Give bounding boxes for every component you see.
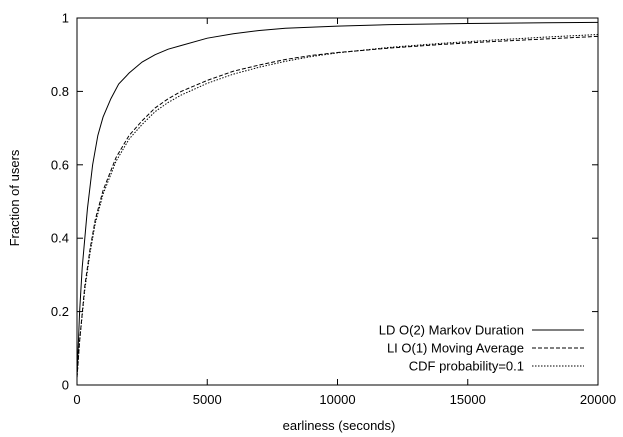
y-tick-label: 0.8 <box>51 84 69 99</box>
x-tick-label: 0 <box>73 392 80 407</box>
y-tick-label: 0.4 <box>51 231 69 246</box>
ticks-layer: 0 5000 10000 15000 20000 0 0.2 0.4 0.6 0.8 1 <box>51 11 616 408</box>
x-tick-label: 5000 <box>193 392 222 407</box>
y-axis-label: Fraction of users <box>7 149 22 246</box>
series-line-2 <box>76 35 599 378</box>
x-tick-label: 10000 <box>319 392 355 407</box>
series-layer <box>76 21 599 378</box>
series-line-3 <box>76 34 599 378</box>
legend-label-3: CDF probability=0.1 <box>409 359 524 374</box>
x-tick-label: 15000 <box>450 392 486 407</box>
series-line-1 <box>76 21 599 378</box>
y-tick-label: 0.2 <box>51 304 69 319</box>
y-tick-label: 1 <box>62 11 69 26</box>
x-tick-label: 20000 <box>580 392 616 407</box>
legend-label-1: LD O(2) Markov Duration <box>379 323 524 338</box>
legend: LD O(2) Markov Duration LI O(1) Moving Av… <box>379 323 584 374</box>
x-axis-label: earliness (seconds) <box>283 418 396 433</box>
legend-label-2: LI O(1) Moving Average <box>387 341 524 356</box>
y-tick-label: 0 <box>62 378 69 393</box>
y-tick-label: 0.6 <box>51 157 69 172</box>
